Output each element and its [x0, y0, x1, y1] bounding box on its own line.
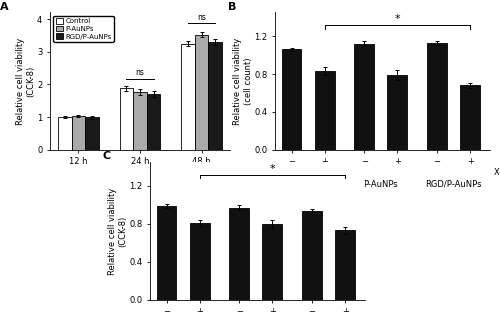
Bar: [314, 71, 334, 150]
Bar: [427, 43, 447, 150]
Bar: [282, 49, 302, 150]
Text: *: *: [394, 14, 400, 24]
Bar: [85, 117, 99, 150]
Y-axis label: Relative cell viability
(CCK-8): Relative cell viability (CCK-8): [108, 187, 128, 275]
Bar: [460, 85, 480, 150]
Bar: [133, 92, 147, 150]
Text: ns: ns: [197, 12, 206, 22]
Text: B: B: [228, 2, 236, 12]
Text: X-ray (4 Gy): X-ray (4 Gy): [494, 168, 500, 177]
Y-axis label: Relative cell viability
(CCK-8): Relative cell viability (CCK-8): [16, 37, 36, 125]
Bar: [195, 35, 208, 150]
Bar: [335, 230, 355, 300]
Bar: [388, 75, 407, 150]
Bar: [72, 116, 85, 150]
Text: P-AuNPs: P-AuNPs: [364, 180, 398, 189]
Bar: [302, 212, 322, 300]
Bar: [120, 88, 133, 150]
Bar: [156, 206, 176, 300]
Bar: [58, 117, 71, 150]
Bar: [181, 44, 195, 150]
Text: Control: Control: [293, 180, 324, 189]
Text: *: *: [270, 163, 275, 173]
Bar: [147, 94, 160, 150]
Bar: [354, 44, 374, 150]
Bar: [190, 223, 210, 300]
Bar: [208, 42, 222, 150]
Bar: [262, 224, 282, 300]
Bar: [230, 208, 249, 300]
Text: ns: ns: [136, 68, 144, 77]
Legend: Control, P-AuNPs, RGD/P-AuNPs: Control, P-AuNPs, RGD/P-AuNPs: [54, 16, 114, 42]
Y-axis label: Relative cell viability
(cell count): Relative cell viability (cell count): [234, 37, 252, 125]
Text: C: C: [102, 151, 111, 162]
Text: A: A: [0, 2, 8, 12]
Text: RGD/P-AuNPs: RGD/P-AuNPs: [426, 180, 482, 189]
